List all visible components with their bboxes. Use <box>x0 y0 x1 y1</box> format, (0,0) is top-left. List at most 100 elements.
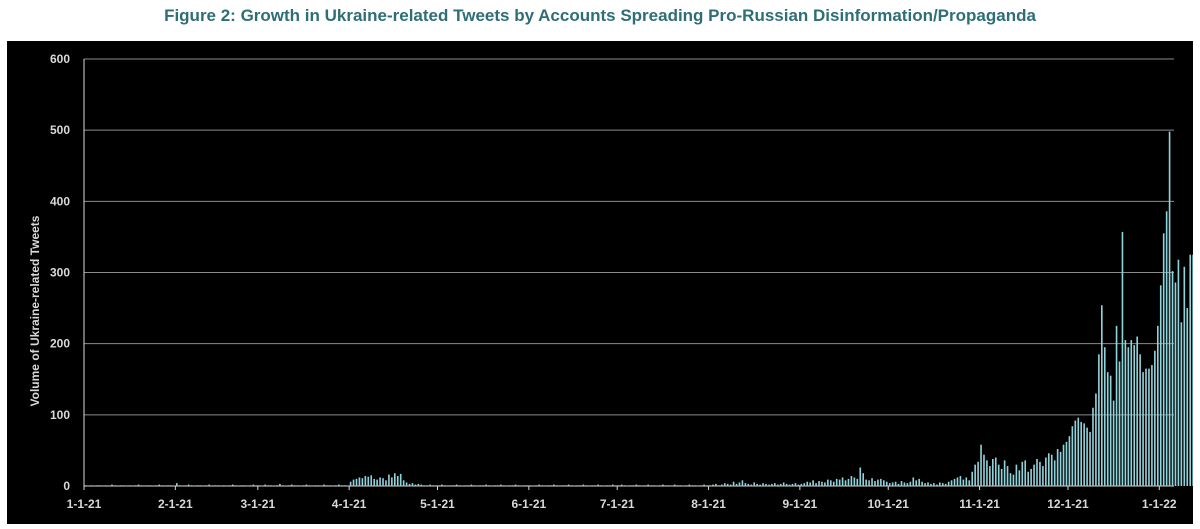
bar <box>868 480 870 486</box>
bar <box>638 485 641 486</box>
bar <box>1109 375 1112 486</box>
bar <box>120 485 122 486</box>
bar <box>965 477 968 486</box>
bar <box>865 479 867 486</box>
bar <box>974 464 976 486</box>
bar <box>829 480 832 486</box>
bar <box>918 478 920 486</box>
bar <box>759 484 761 486</box>
bar <box>585 485 588 486</box>
bar <box>750 484 753 486</box>
bar <box>741 480 744 486</box>
bar <box>529 485 532 486</box>
bar <box>771 483 773 486</box>
bar <box>1047 453 1050 486</box>
bar <box>594 485 596 486</box>
bar <box>762 483 764 486</box>
bar <box>444 485 446 486</box>
bar <box>989 466 991 486</box>
bar <box>296 485 299 486</box>
bar <box>270 485 272 486</box>
y-tick-labels: 0 100 200 300 400 500 600 <box>50 52 70 493</box>
bar <box>694 485 697 486</box>
y-tick-label: 100 <box>50 408 70 422</box>
bar <box>134 485 137 486</box>
bar <box>824 482 826 486</box>
bar <box>1124 340 1127 486</box>
bar <box>376 479 378 486</box>
bar <box>229 485 231 486</box>
bar <box>685 485 688 486</box>
bar <box>1133 345 1136 486</box>
bar <box>205 485 208 486</box>
bar <box>620 484 623 486</box>
bar <box>449 485 452 486</box>
bar <box>779 483 782 486</box>
bar <box>794 483 797 486</box>
bar <box>287 485 290 486</box>
bar <box>788 484 791 486</box>
bar <box>1174 282 1177 486</box>
bar <box>897 483 900 486</box>
bar <box>700 485 702 486</box>
y-tick-label: 0 <box>63 479 70 493</box>
bar <box>629 485 632 486</box>
bar <box>128 485 131 486</box>
y-tick-label: 300 <box>50 266 70 280</box>
x-tick-label: 11-1-21 <box>959 497 1000 511</box>
y-axis-title: Volume of Ukraine-related Tweets <box>28 215 42 406</box>
bar <box>208 484 211 486</box>
bar <box>726 483 729 486</box>
bar <box>373 478 375 486</box>
bar <box>1003 460 1006 486</box>
bar <box>379 477 381 486</box>
bar <box>1089 431 1091 486</box>
bar <box>1127 347 1130 486</box>
bar <box>827 479 829 486</box>
bar <box>282 485 284 486</box>
bar <box>800 483 803 486</box>
bar <box>146 485 149 486</box>
bar <box>435 485 437 486</box>
bar <box>167 485 169 486</box>
bar <box>1186 308 1189 486</box>
bar <box>255 485 258 486</box>
bar <box>688 484 691 486</box>
bar <box>355 478 358 486</box>
bar <box>1112 400 1115 486</box>
bar <box>720 484 723 486</box>
bar <box>1192 254 1193 486</box>
bar <box>953 478 956 486</box>
bar <box>364 476 367 486</box>
bar <box>1121 231 1124 486</box>
bar <box>859 467 862 486</box>
bar <box>1080 421 1083 486</box>
bar <box>774 483 776 486</box>
bar <box>1130 340 1133 486</box>
bar <box>223 485 225 486</box>
bar <box>396 476 399 486</box>
bar <box>408 483 411 486</box>
bar <box>835 478 838 486</box>
bar <box>591 485 593 486</box>
bar <box>267 485 269 486</box>
bar <box>293 485 296 486</box>
bar <box>1018 470 1021 486</box>
bar <box>1180 322 1183 486</box>
bar <box>927 482 929 486</box>
bar <box>391 477 393 486</box>
gridlines <box>84 58 1174 487</box>
bar <box>847 478 850 486</box>
bar <box>414 484 417 486</box>
bar <box>175 483 178 486</box>
bar <box>950 480 953 486</box>
bar <box>662 484 664 486</box>
bar <box>888 483 891 486</box>
bar <box>1168 131 1171 486</box>
bar <box>464 485 467 486</box>
bar <box>983 454 985 486</box>
bar <box>214 485 216 486</box>
bar <box>874 481 876 486</box>
bar <box>485 484 487 486</box>
bar <box>429 484 431 486</box>
